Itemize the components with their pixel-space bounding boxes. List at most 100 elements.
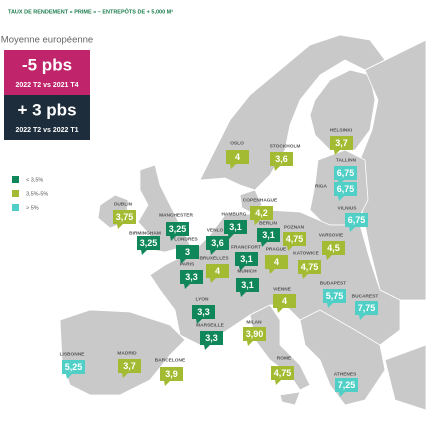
- city-badge-tail: [334, 150, 340, 155]
- city-name: KATOWICE: [293, 250, 319, 256]
- summary-value: + 3 pbs: [17, 100, 76, 119]
- city-badge: [160, 367, 183, 381]
- city-badge-tail: [196, 319, 202, 324]
- city-value: 3,1: [229, 222, 242, 232]
- city-badge: [334, 166, 357, 180]
- city-value: 7,75: [358, 303, 376, 313]
- city-badge-tail: [277, 308, 283, 313]
- city-value: 4,75: [274, 368, 292, 378]
- summary-period: 2022 T2 vs 2022 T1: [15, 127, 78, 134]
- city-badge-tail: [269, 269, 275, 274]
- city-badge: [192, 305, 215, 319]
- city-badge: [236, 278, 259, 292]
- city-value: 4,5: [327, 243, 340, 253]
- city-value: 4: [215, 266, 220, 276]
- city-badge: [166, 222, 189, 236]
- city-value: 7,25: [338, 380, 356, 390]
- city-badge-tail: [247, 341, 253, 346]
- city-badge: [355, 301, 378, 315]
- city-name: FRANCFORT: [231, 244, 261, 250]
- city-name: BARCELONE: [155, 357, 186, 363]
- city-value: 4,75: [301, 262, 319, 272]
- city-name: BRUXELLES: [199, 255, 229, 261]
- city-badge: [323, 289, 346, 303]
- city-value: 4,75: [286, 234, 304, 244]
- city-badge-tail: [339, 392, 345, 397]
- legend-label: < 3,5%: [26, 177, 43, 183]
- city-name: BUCAREST: [352, 293, 379, 299]
- city-name: DUBLIN: [114, 201, 133, 207]
- city-badge-tail: [274, 166, 280, 171]
- city-badge-tail: [275, 380, 281, 385]
- city-badge: [200, 331, 223, 345]
- city-name: HELSINKI: [330, 127, 353, 133]
- city-badge-tail: [210, 250, 216, 255]
- city-badge: [224, 220, 247, 234]
- city-value: 4: [282, 296, 287, 306]
- city-name: POZNAN: [284, 224, 305, 230]
- city-badge-tail: [359, 315, 365, 320]
- city-name: LYON: [196, 296, 209, 302]
- city-badge: [176, 245, 199, 259]
- city-name: LISBONNE: [60, 351, 86, 357]
- city-value: 5,75: [326, 291, 344, 301]
- city-badge: [334, 182, 357, 196]
- city-value: 3,1: [262, 230, 275, 240]
- city-badge: [270, 152, 293, 166]
- city-badge-tail: [230, 164, 236, 169]
- legend-label: > 5%: [26, 205, 39, 211]
- page-title: TAUX DE RENDEMENT « PRIME » – ENTREPÔTS …: [8, 7, 173, 15]
- legend-swatch: [12, 190, 19, 197]
- city-value: 4,2: [255, 208, 268, 218]
- city-badge-tail: [141, 250, 147, 255]
- city-badge: [273, 294, 296, 308]
- city-value: 3,6: [211, 238, 224, 248]
- city-badge-tail: [164, 381, 170, 386]
- legend-swatch: [12, 176, 19, 183]
- city-name: TALLINN: [336, 157, 357, 163]
- city-badge-tail: [349, 227, 355, 232]
- city-badge: [226, 150, 249, 164]
- city-value: 3,3: [197, 307, 210, 317]
- city-badge-tail: [261, 242, 267, 247]
- city-name: PRAGUE: [266, 246, 287, 252]
- city-name: MILAN: [246, 319, 262, 325]
- summary-box: [4, 50, 90, 95]
- city-value: 3,6: [275, 154, 288, 164]
- city-value: 3,3: [185, 272, 198, 282]
- city-badge-tail: [254, 220, 260, 225]
- city-badge: [243, 327, 266, 341]
- city-badge-tail: [228, 234, 234, 239]
- legend: < 3,5% 3,5%-5% > 5%: [12, 176, 48, 211]
- city-badge: [271, 366, 294, 380]
- summary-period: 2022 T2 vs 2021 T4: [15, 82, 78, 89]
- city-badge: [335, 378, 358, 392]
- caption-bg: [4, 30, 90, 50]
- city-badge: [322, 241, 345, 255]
- city-name: MANCHESTER: [159, 212, 193, 218]
- city-badge: [137, 236, 160, 250]
- city-name: VILNIUS: [338, 205, 358, 211]
- city-name: BUDAPEST: [320, 280, 346, 286]
- summary-value: -5 pbs: [22, 55, 72, 74]
- city-badge: [180, 270, 203, 284]
- city-badge-tail: [327, 303, 333, 308]
- city-badge: [113, 210, 136, 224]
- city-badge: [118, 359, 141, 373]
- city-badge: [235, 252, 258, 266]
- city-badge: [250, 206, 273, 220]
- city-name: MUNICH: [237, 268, 257, 274]
- city-value: 6,75: [348, 215, 366, 225]
- city-badge: [345, 213, 368, 227]
- city-badge-tail: [338, 196, 344, 201]
- city-value: 3,3: [205, 333, 218, 343]
- summary-boxes: -5 pbs 2022 T2 vs 2021 T4 + 3 pbs 2022 T2 v…: [4, 50, 90, 140]
- city-value: 6,75: [337, 168, 355, 178]
- city-value: 3,9: [165, 369, 178, 379]
- city-badge: [298, 260, 321, 274]
- city-name: MARSEILLE: [196, 322, 225, 328]
- city-badge-tail: [117, 224, 123, 229]
- city-badge: [330, 136, 353, 150]
- city-badge-tail: [326, 255, 332, 260]
- city-value: 4: [274, 257, 279, 267]
